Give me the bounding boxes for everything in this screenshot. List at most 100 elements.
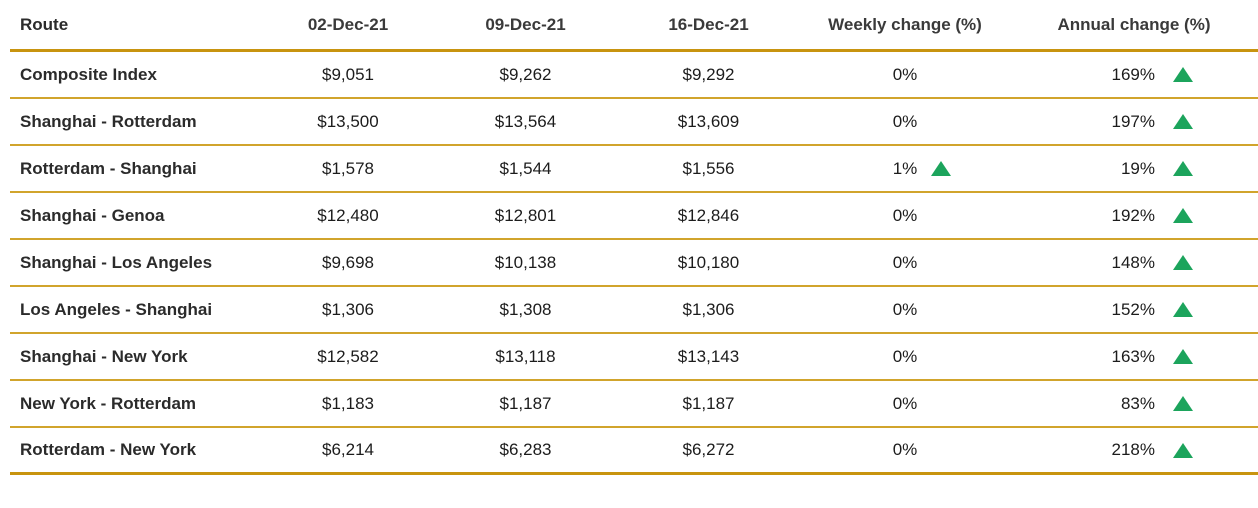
column-header-route: Route: [20, 14, 69, 34]
annual-change-cell: 83%: [1010, 394, 1258, 414]
weekly-change-cell: 0%: [800, 440, 1010, 460]
rate-16-dec-cell: $1,556: [682, 158, 735, 178]
up-triangle-icon: [1173, 67, 1193, 82]
annual-change-value: 163%: [1111, 346, 1155, 366]
rate-02-dec-cell: $13,500: [317, 111, 379, 131]
up-triangle-icon: [1173, 208, 1193, 223]
rate-16-dec-cell: $1,187: [682, 393, 735, 413]
annual-change-value: 197%: [1111, 111, 1155, 131]
annual-change-value: 19%: [1120, 158, 1155, 178]
rate-02-dec-cell: $12,582: [317, 346, 379, 366]
rate-09-dec-cell: $1,187: [499, 393, 552, 413]
weekly-change-cell: 0%: [800, 253, 1010, 273]
rate-16-dec-cell: $1,306: [682, 299, 735, 319]
column-header-annual-change: Annual change (%): [1057, 14, 1211, 34]
route-label: Composite Index: [20, 64, 157, 84]
annual-change-value: 83%: [1120, 393, 1155, 413]
weekly-change-cell: 0%: [800, 206, 1010, 226]
rate-02-dec-cell: $1,578: [322, 158, 374, 178]
rate-02-dec-cell: $6,214: [322, 440, 374, 459]
annual-change-cell: 19%: [1010, 159, 1258, 179]
column-header-02-dec-21: 02-Dec-21: [307, 14, 389, 34]
annual-change-cell: 163%: [1010, 347, 1258, 367]
annual-change-cell: 197%: [1010, 112, 1258, 132]
up-triangle-icon: [1173, 302, 1193, 317]
table-row: Rotterdam - Shanghai $1,578 $1,544 $1,55…: [10, 146, 1258, 193]
rate-16-dec-cell: $6,272: [682, 440, 735, 459]
up-triangle-icon: [1173, 396, 1193, 411]
column-header-weekly-change: Weekly change (%): [828, 14, 982, 34]
table-row: Shanghai - Los Angeles $9,698 $10,138 $1…: [10, 240, 1258, 287]
up-triangle-icon: [1173, 255, 1193, 270]
annual-change-cell: 169%: [1010, 65, 1258, 85]
route-label: Shanghai - Los Angeles: [20, 252, 213, 272]
annual-change-value: 148%: [1111, 252, 1155, 272]
table-row: Rotterdam - New York $6,214 $6,283 $6,27…: [10, 428, 1258, 475]
annual-change-cell: 218%: [1010, 440, 1258, 460]
table-header-row: Route 02-Dec-21 09-Dec-21 16-Dec-21 Week…: [10, 0, 1258, 52]
table-row: Shanghai - Genoa $12,480 $12,801 $12,846…: [10, 193, 1258, 240]
rate-02-dec-cell: $9,698: [322, 252, 374, 272]
table-row: Shanghai - New York $12,582 $13,118 $13,…: [10, 334, 1258, 381]
rate-16-dec-cell: $12,846: [677, 205, 740, 225]
annual-change-cell: 192%: [1010, 206, 1258, 226]
weekly-change-cell: 0%: [800, 112, 1010, 132]
weekly-change-cell: 0%: [800, 347, 1010, 367]
rate-09-dec-cell: $13,564: [494, 111, 557, 131]
column-header-16-dec-21: 16-Dec-21: [668, 14, 749, 34]
weekly-change-value: 0%: [892, 252, 918, 272]
table-row: Los Angeles - Shanghai $1,306 $1,308 $1,…: [10, 287, 1258, 334]
rate-09-dec-cell: $1,544: [499, 158, 552, 178]
route-label: New York - Rotterdam: [20, 393, 197, 413]
rate-09-dec-cell: $9,262: [499, 64, 552, 84]
route-label: Shanghai - Rotterdam: [20, 111, 197, 131]
weekly-change-value: 1%: [892, 158, 918, 178]
up-triangle-icon: [931, 160, 951, 176]
weekly-change-cell: 0%: [800, 394, 1010, 414]
annual-change-cell: 152%: [1010, 300, 1258, 320]
freight-rates-table: Route 02-Dec-21 09-Dec-21 16-Dec-21 Week…: [10, 0, 1258, 475]
route-label: Los Angeles - Shanghai: [20, 299, 213, 319]
rate-09-dec-cell: $10,138: [494, 252, 557, 272]
weekly-change-value: 0%: [892, 393, 918, 413]
table-row: Shanghai - Rotterdam $13,500 $13,564 $13…: [10, 99, 1258, 146]
weekly-change-cell: 0%: [800, 65, 1010, 85]
rate-09-dec-cell: $6,283: [499, 440, 552, 459]
rate-16-dec-cell: $13,609: [677, 111, 740, 131]
weekly-change-value: 0%: [892, 205, 918, 225]
weekly-change-cell: 1%: [800, 159, 1010, 179]
rate-02-dec-cell: $1,183: [322, 393, 374, 413]
rate-16-dec-cell: $9,292: [682, 64, 735, 84]
annual-change-value: 218%: [1111, 440, 1155, 459]
table-row: Composite Index $9,051 $9,262 $9,292 0% …: [10, 52, 1258, 99]
rate-02-dec-cell: $9,051: [322, 64, 374, 84]
rate-09-dec-cell: $12,801: [494, 205, 557, 225]
weekly-change-value: 0%: [892, 64, 918, 84]
annual-change-cell: 148%: [1010, 253, 1258, 273]
weekly-change-value: 0%: [892, 440, 918, 459]
up-triangle-icon: [1173, 161, 1193, 176]
up-triangle-icon: [1173, 442, 1193, 458]
rate-02-dec-cell: $12,480: [317, 205, 379, 225]
annual-change-value: 192%: [1111, 205, 1155, 225]
route-label: Shanghai - New York: [20, 346, 188, 366]
route-label: Shanghai - Genoa: [20, 205, 165, 225]
annual-change-value: 169%: [1111, 64, 1155, 84]
rate-09-dec-cell: $1,308: [499, 299, 552, 319]
annual-change-value: 152%: [1111, 299, 1155, 319]
rate-16-dec-cell: $13,143: [677, 346, 740, 366]
table-body: Composite Index $9,051 $9,262 $9,292 0% …: [10, 52, 1258, 475]
weekly-change-value: 0%: [892, 346, 918, 366]
table-row: New York - Rotterdam $1,183 $1,187 $1,18…: [10, 381, 1258, 428]
route-label: Rotterdam - New York: [20, 440, 197, 459]
rate-16-dec-cell: $10,180: [677, 252, 740, 272]
weekly-change-value: 0%: [892, 111, 918, 131]
up-triangle-icon: [1173, 114, 1193, 129]
weekly-change-value: 0%: [892, 299, 918, 319]
rate-02-dec-cell: $1,306: [322, 299, 374, 319]
weekly-change-cell: 0%: [800, 300, 1010, 320]
column-header-09-dec-21: 09-Dec-21: [485, 14, 566, 34]
up-triangle-icon: [1173, 349, 1193, 364]
rate-09-dec-cell: $13,118: [495, 346, 556, 366]
route-label: Rotterdam - Shanghai: [20, 158, 197, 178]
